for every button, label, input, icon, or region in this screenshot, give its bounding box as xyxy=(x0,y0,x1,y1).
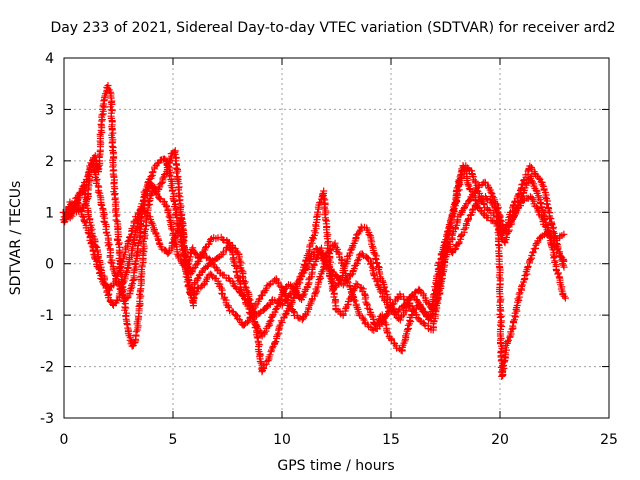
x-tick-label: 15 xyxy=(382,432,400,448)
tick-layer xyxy=(63,57,610,419)
x-tick-label: 5 xyxy=(169,432,178,448)
x-tick-label: 20 xyxy=(491,432,509,448)
series-track-d xyxy=(59,155,568,325)
x-tick-label: 10 xyxy=(273,432,291,448)
y-tick-label: 4 xyxy=(45,51,54,67)
x-tick-label: 0 xyxy=(60,432,69,448)
y-tick-label: -2 xyxy=(40,360,54,376)
y-tick-label: 3 xyxy=(45,102,54,118)
data-markers xyxy=(59,155,568,325)
plot-frame xyxy=(63,57,610,419)
x-axis-title: GPS time / hours xyxy=(277,458,394,474)
y-tick-label: 2 xyxy=(45,154,54,170)
chart-title: Day 233 of 2021, Sidereal Day-to-day VTE… xyxy=(50,20,615,36)
x-tick-label: 25 xyxy=(600,432,618,448)
tick-label-layer: 0 5 10 15 20 25 -3 -2 -1 0 1 2 3 4 xyxy=(40,51,618,448)
grid-layer xyxy=(64,58,609,418)
y-axis-title: SDTVAR / TECUs xyxy=(8,181,24,296)
y-tick-label: -3 xyxy=(40,411,54,427)
y-tick-label: 1 xyxy=(45,205,54,221)
y-tick-label: -1 xyxy=(40,308,54,324)
marker-layer xyxy=(59,82,569,380)
y-tick-label: 0 xyxy=(45,257,54,273)
